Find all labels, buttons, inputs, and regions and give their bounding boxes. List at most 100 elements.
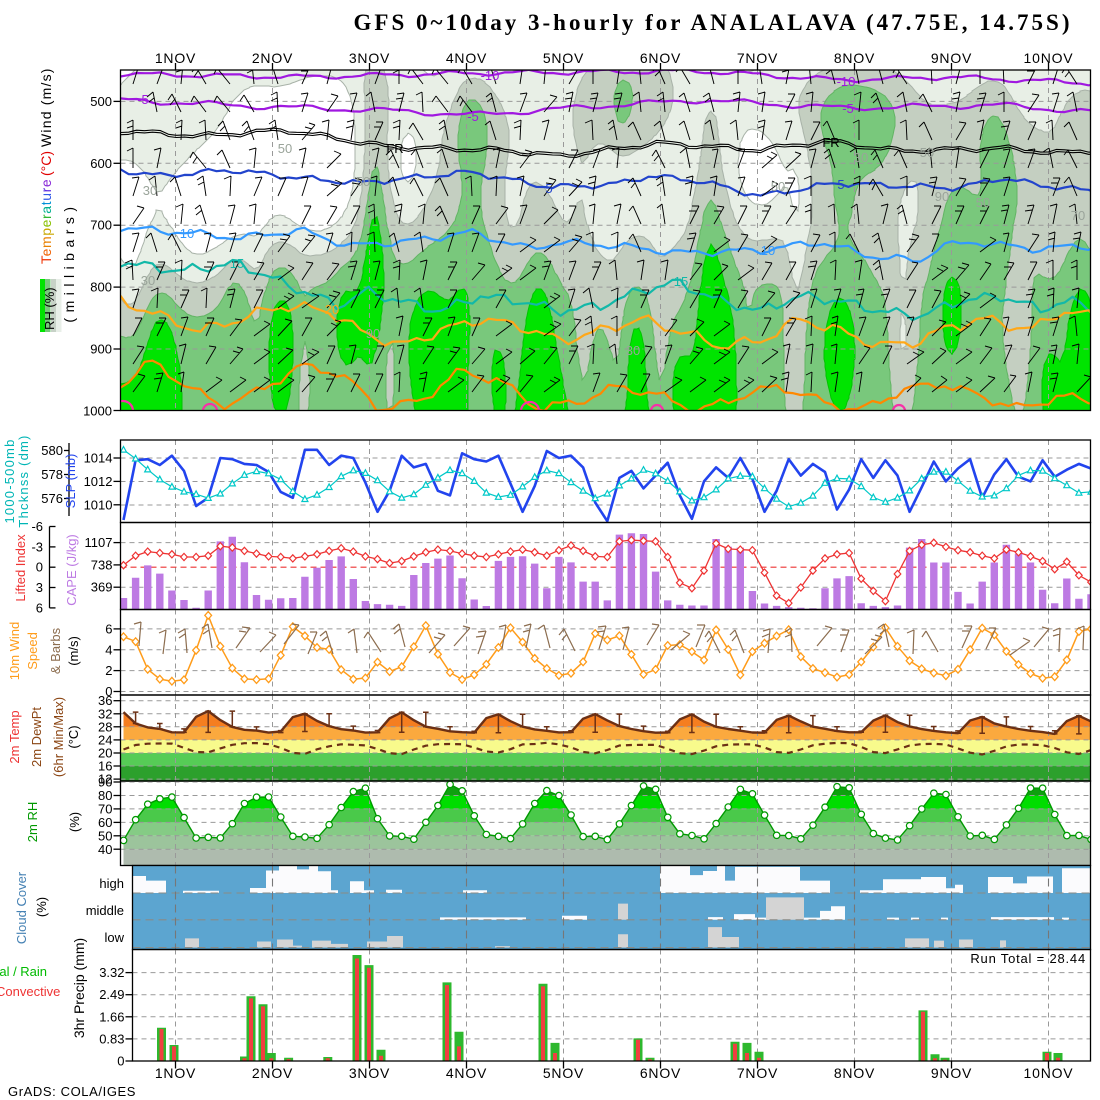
svg-text:1010: 1010 <box>84 497 113 512</box>
svg-text:60: 60 <box>98 815 112 830</box>
svg-text:1000-500mb: 1000-500mb <box>2 439 17 524</box>
svg-text:50: 50 <box>98 828 112 843</box>
svg-text:8NOV: 8NOV <box>834 1065 875 1081</box>
svg-text:4NOV: 4NOV <box>446 50 487 66</box>
svg-text:90: 90 <box>366 326 380 341</box>
svg-text:10NOV: 10NOV <box>1024 1065 1074 1081</box>
svg-text:800: 800 <box>90 280 112 295</box>
svg-text:10: 10 <box>761 243 775 258</box>
svg-text:1014: 1014 <box>84 451 113 466</box>
svg-text:20: 20 <box>325 302 339 317</box>
svg-text:50: 50 <box>356 174 370 189</box>
svg-text:32: 32 <box>98 706 112 721</box>
svg-text:5: 5 <box>837 177 844 192</box>
svg-text:10NOV: 10NOV <box>1024 50 1074 66</box>
svg-text:50: 50 <box>920 145 934 160</box>
svg-text:(°C): (°C) <box>38 151 54 176</box>
svg-text:FR: FR <box>822 135 839 150</box>
svg-text:9NOV: 9NOV <box>931 50 972 66</box>
svg-text:2.49: 2.49 <box>99 987 124 1002</box>
svg-text:-6: -6 <box>31 519 43 534</box>
svg-text:SLP (mb): SLP (mb) <box>63 454 78 509</box>
svg-text:& Barbs: & Barbs <box>48 627 63 674</box>
svg-text:2m RH: 2m RH <box>25 802 40 842</box>
svg-text:GFS 0~10day 3-hourly for ANALA: GFS 0~10day 3-hourly for ANALALAVA (47.7… <box>354 10 1073 35</box>
svg-text:10: 10 <box>180 226 194 241</box>
svg-text:-3: -3 <box>31 539 43 554</box>
svg-text:576: 576 <box>41 491 63 506</box>
svg-text:600: 600 <box>90 156 112 171</box>
svg-text:500: 500 <box>90 94 112 109</box>
svg-text:28: 28 <box>98 719 112 734</box>
svg-text:0: 0 <box>36 560 43 575</box>
svg-text:15: 15 <box>230 256 244 271</box>
svg-text:(%): (%) <box>67 812 82 832</box>
svg-text:80: 80 <box>98 788 112 803</box>
svg-text:20: 20 <box>98 746 112 761</box>
svg-text:2m DewPt: 2m DewPt <box>29 707 44 767</box>
svg-text:RH (%): RH (%) <box>42 287 57 330</box>
svg-text:6NOV: 6NOV <box>640 50 681 66</box>
svg-text:900: 900 <box>90 342 112 357</box>
svg-text:-5: -5 <box>137 92 149 107</box>
svg-text:30: 30 <box>626 343 640 358</box>
svg-text:(millibars): (millibars) <box>61 201 77 322</box>
svg-text:580: 580 <box>41 443 63 458</box>
svg-text:36: 36 <box>98 693 112 708</box>
svg-text:24: 24 <box>98 732 112 747</box>
svg-text:GrADS: COLA/IGES: GrADS: COLA/IGES <box>8 1084 136 1099</box>
svg-text:Speed: Speed <box>25 632 40 670</box>
svg-text:1107: 1107 <box>85 535 113 550</box>
svg-text:-10: -10 <box>837 74 856 89</box>
svg-text:40: 40 <box>98 842 112 857</box>
svg-text:middle: middle <box>86 903 124 918</box>
svg-text:5NOV: 5NOV <box>543 1065 584 1081</box>
svg-text:9NOV: 9NOV <box>931 1065 972 1081</box>
svg-text:50: 50 <box>976 195 990 210</box>
svg-text:1000: 1000 <box>83 403 112 418</box>
svg-text:578: 578 <box>41 467 63 482</box>
svg-text:(°C): (°C) <box>66 725 81 748</box>
svg-text:738: 738 <box>91 557 113 572</box>
svg-text:6NOV: 6NOV <box>640 1065 681 1081</box>
svg-text:700: 700 <box>90 218 112 233</box>
svg-text:1NOV: 1NOV <box>155 50 196 66</box>
svg-text:70: 70 <box>1071 208 1085 223</box>
svg-text:2NOV: 2NOV <box>252 1065 293 1081</box>
svg-text:10m Wind: 10m Wind <box>7 622 22 681</box>
svg-text:6: 6 <box>36 600 43 615</box>
svg-text:12: 12 <box>98 772 112 787</box>
svg-text:7NOV: 7NOV <box>737 1065 778 1081</box>
svg-text:(%): (%) <box>34 897 49 917</box>
svg-text:-5: -5 <box>467 109 479 124</box>
svg-text:high: high <box>99 876 124 891</box>
svg-text:90: 90 <box>935 189 949 204</box>
svg-text:(6hr Min/Max): (6hr Min/Max) <box>51 697 66 777</box>
svg-text:1.66: 1.66 <box>99 1009 124 1024</box>
svg-text:4: 4 <box>105 642 112 657</box>
svg-text:Cloud Cover: Cloud Cover <box>14 871 29 944</box>
svg-text:-5: -5 <box>842 101 854 116</box>
svg-text:2m Temp: 2m Temp <box>7 710 22 763</box>
svg-text:7NOV: 7NOV <box>737 50 778 66</box>
svg-text:-10: -10 <box>481 68 500 83</box>
svg-text:CAPE (J/kg): CAPE (J/kg) <box>64 534 79 606</box>
svg-text:(m/s): (m/s) <box>66 636 81 666</box>
svg-text:5: 5 <box>545 181 552 196</box>
svg-text:30: 30 <box>143 183 157 198</box>
svg-text:Temperature: Temperature <box>38 179 54 264</box>
svg-text:2NOV: 2NOV <box>252 50 293 66</box>
svg-text:2: 2 <box>105 663 112 678</box>
svg-text:30: 30 <box>854 150 868 165</box>
svg-text:16: 16 <box>98 759 112 774</box>
svg-text:6: 6 <box>105 621 112 636</box>
svg-text:5NOV: 5NOV <box>543 50 584 66</box>
svg-text:30: 30 <box>141 273 155 288</box>
svg-text:3NOV: 3NOV <box>349 1065 390 1081</box>
svg-text:90: 90 <box>98 775 112 790</box>
svg-text:3hr Precip (mm): 3hr Precip (mm) <box>71 938 87 1038</box>
svg-text:FR: FR <box>386 141 403 156</box>
svg-text:3NOV: 3NOV <box>349 50 390 66</box>
svg-text:Wind (m/s): Wind (m/s) <box>38 67 54 147</box>
svg-text:low: low <box>104 930 124 945</box>
